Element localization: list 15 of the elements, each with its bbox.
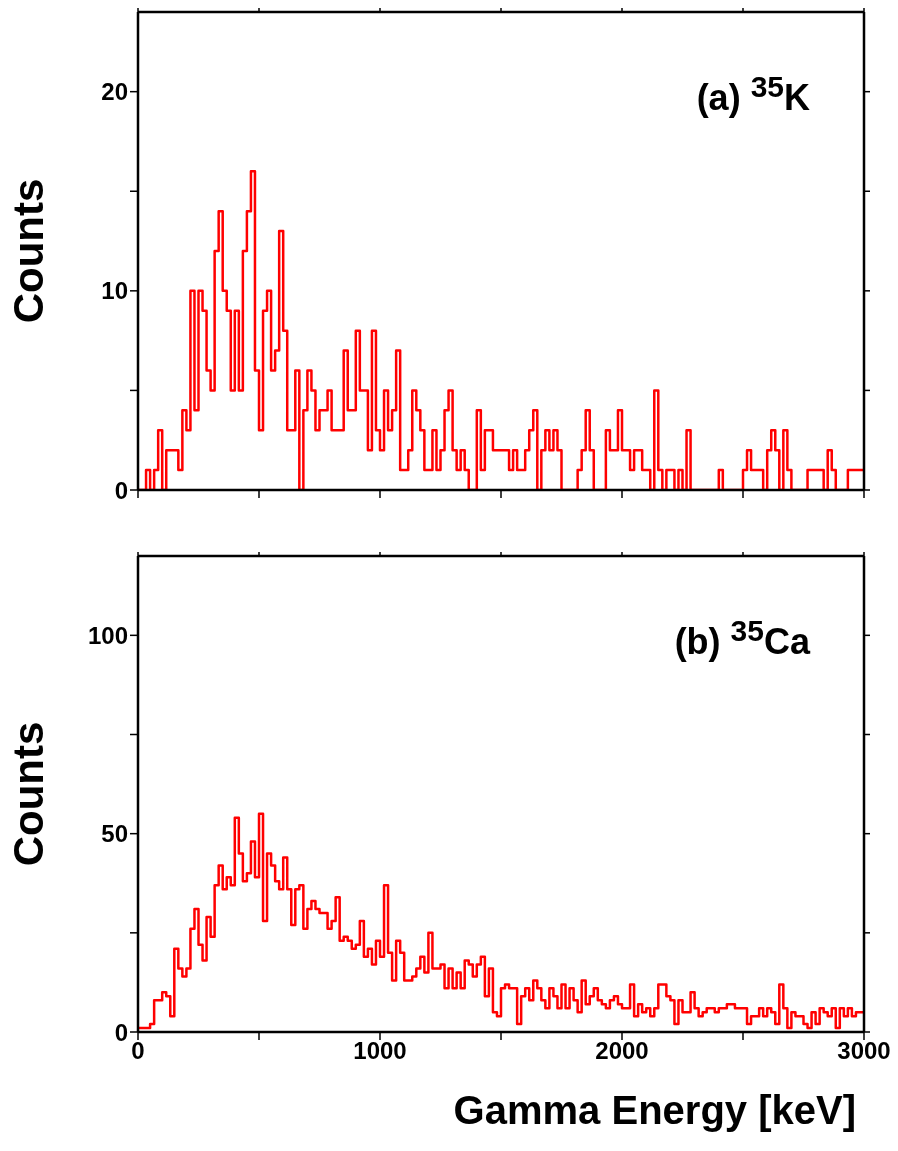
x-tick-label: 3000 xyxy=(837,1037,891,1065)
x-tick-label: 1000 xyxy=(353,1037,407,1065)
annotation: (b) $^{35}$Ca xyxy=(674,614,810,663)
x-axis-title: Gamma Energy [keV] xyxy=(453,1088,856,1132)
y-axis-title: Counts xyxy=(4,178,52,324)
x-tick-label: 0 xyxy=(131,1037,145,1065)
y-tick-label: 0 xyxy=(114,476,128,504)
y-tick-label: 20 xyxy=(101,78,128,106)
x-tick-label: 2000 xyxy=(595,1037,649,1065)
y-tick-label: 100 xyxy=(87,621,128,649)
y-axis-title: Counts xyxy=(4,721,52,867)
y-tick-label: 0 xyxy=(114,1018,128,1046)
y-tick-label: 50 xyxy=(101,820,128,848)
y-tick-label: 10 xyxy=(101,277,128,305)
annotation: (a) $^{35}$K xyxy=(696,70,810,119)
